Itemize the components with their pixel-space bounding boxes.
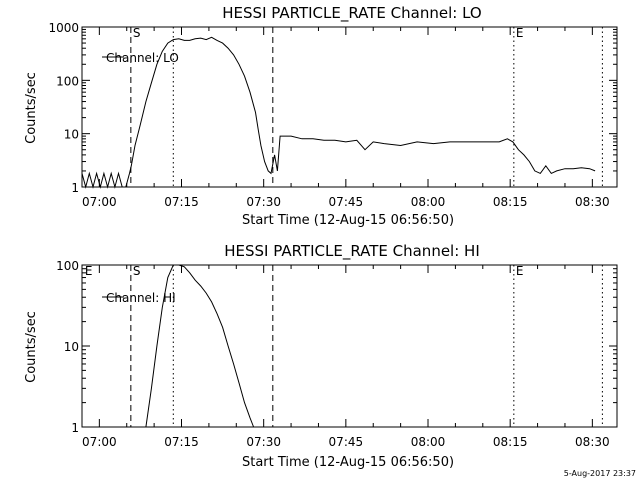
x-tick-label: 08:00 bbox=[411, 435, 446, 449]
panel-channel-hi: HESSI PARTICLE_RATE Channel: HI Start Ti… bbox=[24, 242, 618, 470]
x-tick-label: 07:30 bbox=[246, 195, 281, 209]
plot-frame bbox=[81, 26, 618, 188]
x-tick-label: 07:30 bbox=[246, 435, 281, 449]
chart-title: HESSI PARTICLE_RATE Channel: HI bbox=[224, 242, 480, 261]
plot-frame bbox=[81, 264, 618, 428]
y-tick-label: 10 bbox=[64, 128, 79, 142]
event-marker-label: S bbox=[133, 264, 141, 278]
y-tick-label: 1000 bbox=[48, 21, 79, 35]
y-axis-label: Counts/sec bbox=[24, 311, 39, 383]
chart-title: HESSI PARTICLE_RATE Channel: LO bbox=[222, 4, 481, 23]
event-marker-label: E bbox=[516, 26, 524, 40]
x-tick-label: 08:30 bbox=[575, 435, 610, 449]
y-tick-label: 10 bbox=[64, 340, 79, 354]
y-tick-label: 1 bbox=[71, 181, 79, 195]
event-marker-label: E bbox=[85, 264, 93, 278]
x-tick-label: 07:15 bbox=[164, 435, 199, 449]
panel-channel-lo: HESSI PARTICLE_RATE Channel: LO Start Ti… bbox=[24, 4, 618, 228]
legend-label: Channel: LO bbox=[106, 51, 179, 65]
x-tick-label: 07:45 bbox=[329, 195, 364, 209]
series-line bbox=[145, 264, 255, 428]
x-tick-label: 08:15 bbox=[493, 435, 528, 449]
x-tick-label: 07:00 bbox=[82, 435, 117, 449]
x-tick-label: 08:00 bbox=[411, 195, 446, 209]
footer-timestamp: 5-Aug-2017 23:37 bbox=[564, 469, 636, 478]
y-tick-label: 100 bbox=[56, 259, 79, 273]
x-tick-label: 08:30 bbox=[575, 195, 610, 209]
x-tick-label: 07:45 bbox=[329, 435, 364, 449]
y-axis-label: Counts/sec bbox=[24, 72, 39, 144]
x-axis-label: Start Time (12-Aug-15 06:56:50) bbox=[242, 213, 454, 228]
y-tick-label: 100 bbox=[56, 74, 79, 88]
legend-label: Channel: HI bbox=[106, 291, 176, 305]
event-marker-label: E bbox=[516, 264, 524, 278]
y-tick-label: 1 bbox=[71, 421, 79, 435]
x-tick-label: 07:00 bbox=[82, 195, 117, 209]
series-line bbox=[81, 36, 596, 189]
event-marker-label: S bbox=[133, 26, 141, 40]
x-tick-label: 08:15 bbox=[493, 195, 528, 209]
x-tick-label: 07:15 bbox=[164, 195, 199, 209]
x-axis-label: Start Time (12-Aug-15 06:56:50) bbox=[242, 455, 454, 470]
